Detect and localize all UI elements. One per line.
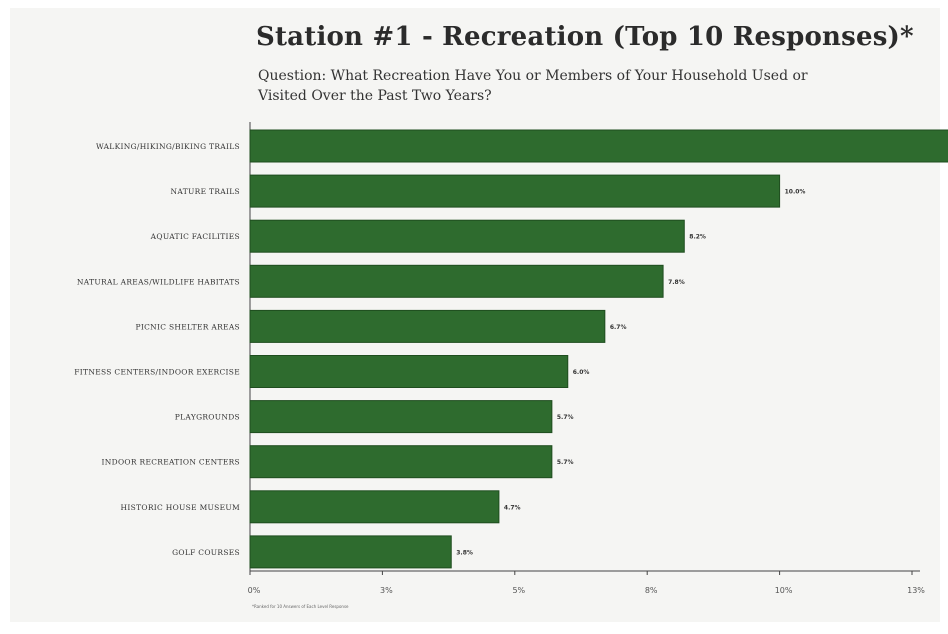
- category-label: PICNIC SHELTER AREAS: [135, 322, 240, 331]
- x-tick-label: 3%: [380, 586, 393, 595]
- bar: [249, 219, 685, 253]
- chart-footnote: *Ranked for 10 Answers of Each Level Res…: [252, 604, 349, 609]
- bar: [249, 535, 452, 569]
- data-label: 7.8%: [668, 279, 685, 286]
- bar: [249, 445, 553, 479]
- data-label: 6.0%: [573, 369, 590, 376]
- category-label: INDOOR RECREATION CENTERS: [102, 458, 240, 467]
- data-label: 8.2%: [689, 234, 706, 241]
- category-label: AQUATIC FACILITIES: [150, 232, 240, 241]
- x-tick-label: 5%: [512, 586, 525, 595]
- chart-title: Station #1 - Recreation (Top 10 Response…: [256, 22, 914, 52]
- bar: [249, 174, 781, 208]
- bar: [249, 129, 948, 163]
- data-label: 6.7%: [610, 324, 627, 331]
- bar: [249, 490, 500, 524]
- x-tick-label: 13%: [907, 586, 925, 595]
- bar: [249, 355, 569, 388]
- x-tick-label: 0%: [248, 586, 261, 595]
- category-label: GOLF COURSES: [172, 548, 240, 557]
- data-label: 3.8%: [456, 549, 473, 556]
- data-label: 5.7%: [557, 414, 574, 421]
- category-label: PLAYGROUNDS: [175, 413, 240, 422]
- data-label: 5.7%: [557, 459, 574, 466]
- category-label: NATURAL AREAS/WILDLIFE HABITATS: [77, 277, 240, 286]
- data-label: 4.7%: [504, 504, 521, 511]
- category-label: NATURE TRAILS: [171, 187, 240, 196]
- category-label: WALKING/HIKING/BIKING TRAILS: [96, 142, 240, 151]
- x-tick-label: 8%: [645, 586, 658, 595]
- category-label: FITNESS CENTERS/INDOOR EXERCISE: [74, 368, 240, 377]
- x-tick-label: 10%: [775, 586, 793, 595]
- bar: [249, 400, 553, 434]
- bar: [249, 309, 606, 343]
- category-label: HISTORIC HOUSE MUSEUM: [121, 503, 240, 512]
- bar: [249, 264, 664, 298]
- chart-subtitle: Question: What Recreation Have You or Me…: [258, 68, 808, 104]
- data-label: 10.0%: [785, 189, 806, 196]
